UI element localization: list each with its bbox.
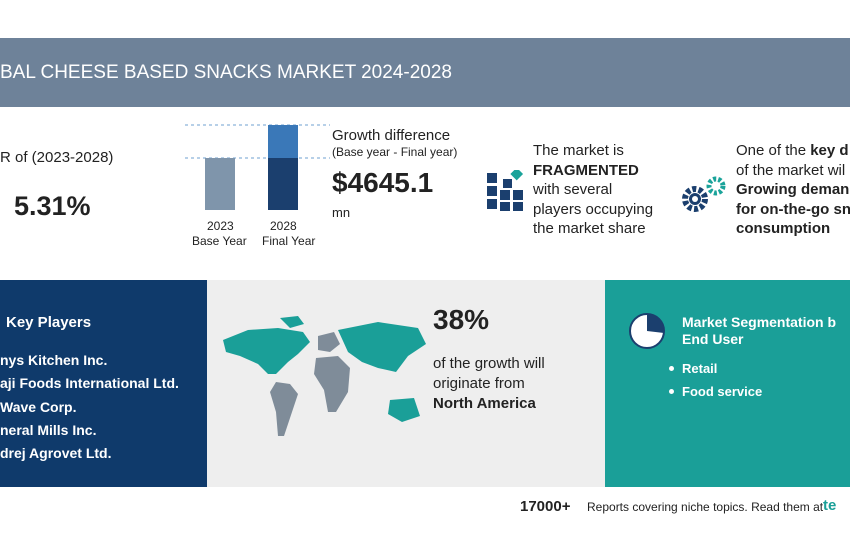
market-line: the market share	[533, 220, 646, 237]
market-line: The market is	[533, 142, 624, 159]
player: nys Kitchen Inc.	[0, 352, 108, 368]
market-line: with several	[533, 181, 613, 198]
region-share: 38%	[433, 304, 490, 335]
segment-title: End User	[682, 331, 744, 347]
players-title: Key Players	[6, 314, 92, 331]
cagr-value: 5.31%	[14, 191, 91, 221]
bar-base	[205, 158, 235, 210]
region-line: of the growth will	[433, 355, 545, 372]
segment-item: Food service	[682, 384, 763, 399]
growth-chart	[185, 124, 330, 210]
player: aji Foods International Ltd.	[0, 375, 179, 392]
bullet	[669, 389, 674, 394]
cagr-label: R of (2023-2028)	[0, 149, 114, 166]
driver-line: Growing deman	[736, 181, 850, 198]
pie-icon	[629, 313, 665, 349]
segment-item: Retail	[682, 361, 718, 376]
growth-unit: mn	[332, 205, 351, 220]
title-bar	[0, 38, 850, 107]
fragment-icon	[487, 170, 524, 211]
growth-value: $4645.1	[332, 167, 434, 198]
bar-final	[268, 158, 298, 210]
player: neral Mills Inc.	[0, 421, 97, 438]
bar-label: Base Year	[192, 234, 247, 248]
region-panel	[207, 280, 605, 487]
bar-year: 2028	[270, 219, 297, 233]
driver-line: for on-the-go sn	[736, 200, 850, 218]
bar-label: Final Year	[262, 234, 316, 248]
segment-title: Market Segmentation b	[682, 314, 837, 330]
players-panel	[0, 280, 207, 487]
market-line: players occupying	[533, 200, 654, 218]
player: drej Agrovet Ltd.	[0, 445, 112, 462]
bar-growth	[268, 125, 298, 158]
region-line: originate from	[433, 375, 525, 392]
growth-label: Growth difference	[332, 127, 451, 144]
driver-lead: One of the	[736, 142, 811, 159]
world-map	[223, 316, 426, 436]
gears-icon	[682, 176, 726, 212]
bar-year: 2023	[207, 219, 234, 233]
driver-line: of the market wil	[736, 162, 846, 179]
region-name: North America	[433, 395, 536, 412]
footer-text: Reports covering niche topics. Read them…	[587, 500, 824, 514]
bullet	[669, 366, 674, 371]
title: BAL CHEESE BASED SNACKS MARKET 2024-2028	[0, 62, 452, 83]
growth-sublabel: (Base year - Final year)	[332, 145, 458, 159]
market-line: FRAGMENTED	[533, 161, 639, 179]
driver-line: consumption	[736, 220, 831, 237]
player: Wave Corp.	[0, 398, 77, 415]
footer-logo: te	[823, 497, 837, 514]
footer-count: 17000+	[520, 498, 571, 515]
driver-key: key d	[810, 142, 849, 159]
driver-line: One of the key d	[736, 143, 849, 158]
